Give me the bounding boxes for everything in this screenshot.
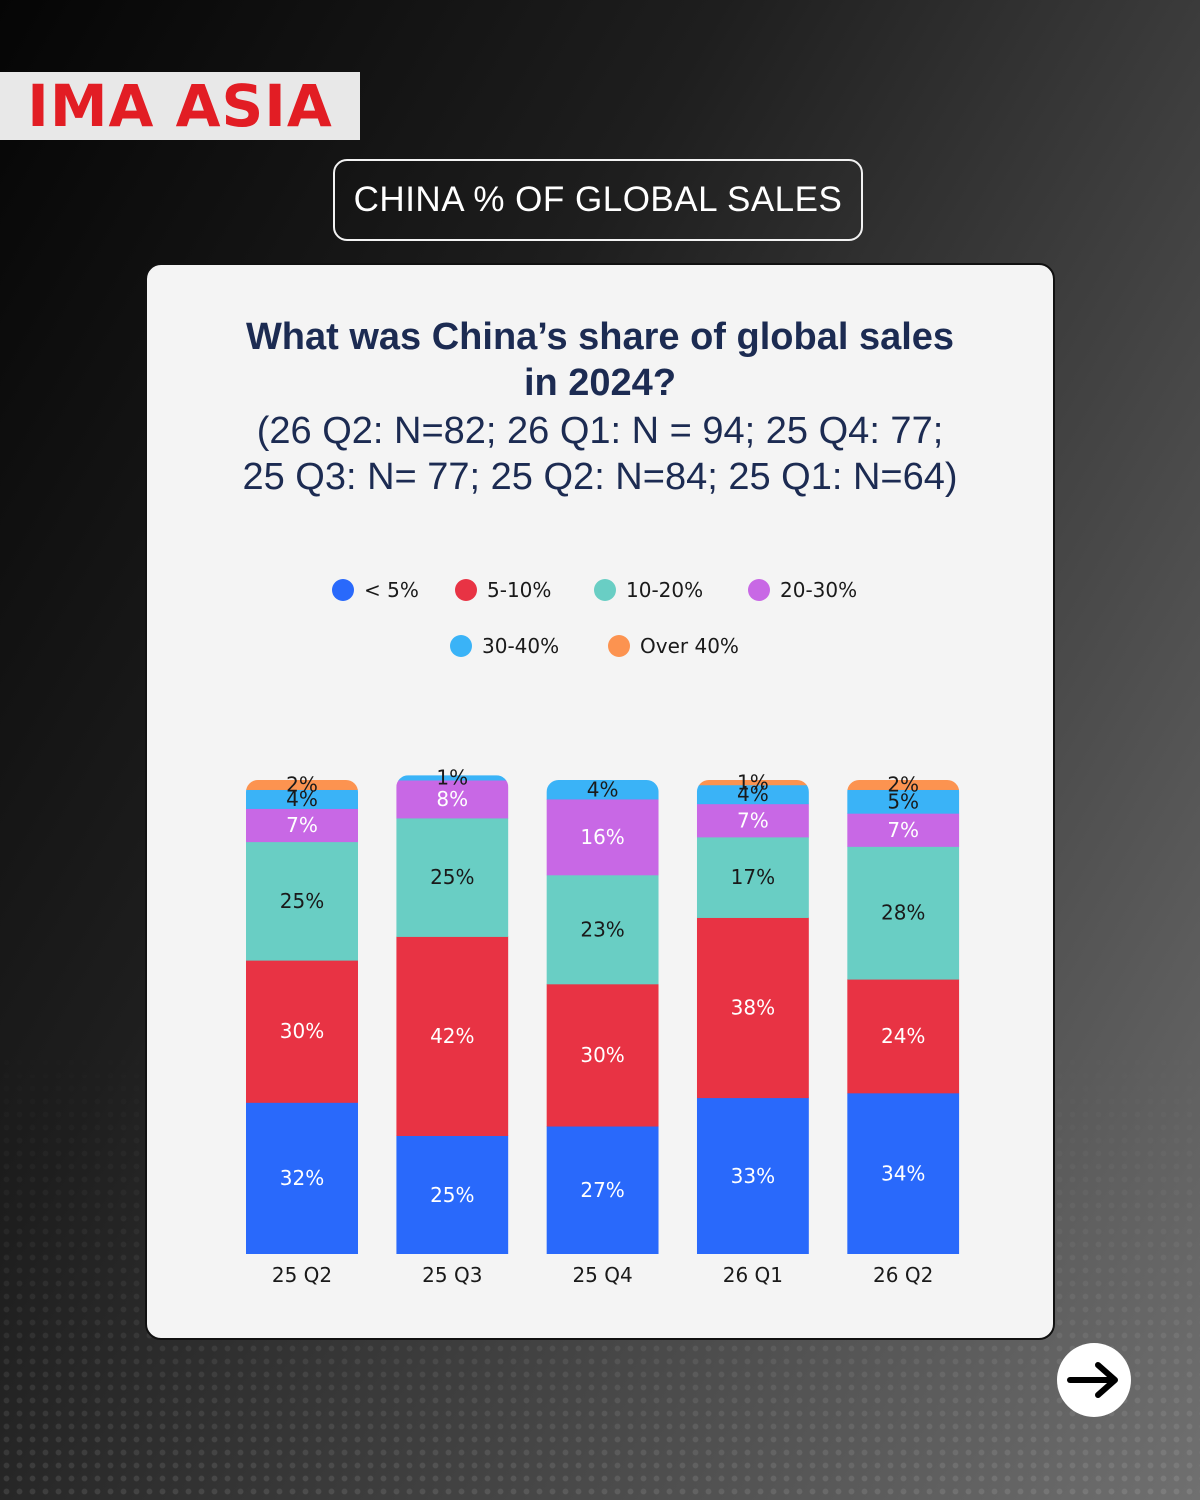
legend-item: 5-10% — [455, 578, 551, 602]
legend-label: 30-40% — [482, 634, 560, 658]
legend-item: Over 40% — [608, 634, 739, 658]
x-tick-label: 25 Q3 — [422, 1263, 482, 1287]
legend-swatch — [450, 635, 472, 657]
brand-logo-text: IMA ASIA — [27, 72, 333, 140]
data-label: 17% — [731, 865, 775, 889]
chart-title-line-1: What was China’s share of global sales — [245, 316, 955, 358]
legend-label: 10-20% — [626, 578, 704, 602]
bar-stack: 25% 42% 25% 8%1% 25 Q3 — [396, 766, 509, 1287]
bar-segment — [246, 960, 358, 1103]
bar-segment — [696, 1097, 809, 1254]
data-label: 1% — [436, 766, 468, 790]
data-label: 2% — [286, 773, 318, 797]
data-label: 33% — [731, 1164, 775, 1188]
data-label: 16% — [580, 825, 624, 849]
data-label: 27% — [580, 1178, 624, 1202]
bar-segment — [546, 874, 659, 985]
data-label: 30% — [580, 1043, 624, 1067]
x-tick-label: 25 Q4 — [572, 1263, 632, 1287]
legend-label: 20-30% — [780, 578, 858, 602]
arrow-right-icon — [1067, 1362, 1118, 1398]
legend-label: Over 40% — [640, 634, 739, 658]
bar-segment — [546, 780, 659, 800]
bar-segment — [246, 1102, 358, 1254]
bar-segment — [396, 1135, 509, 1254]
bar-segment — [696, 803, 809, 838]
bar-segment — [847, 846, 960, 980]
legend-swatch — [455, 579, 477, 601]
data-label: 25% — [280, 889, 324, 913]
data-label: 25% — [430, 865, 474, 889]
data-label: 1% — [737, 770, 769, 794]
data-label: 4% — [737, 782, 769, 806]
bar-stack: 32% 30% 25% 7%4%2% 25 Q2 — [246, 773, 358, 1287]
bar-segment — [396, 817, 509, 937]
chart-subtitle-line-2: 25 Q3: N= 77; 25 Q2: N=84; 25 Q1: N=64) — [242, 456, 958, 498]
data-label: 42% — [430, 1024, 474, 1048]
data-label: 5% — [887, 789, 919, 813]
legend-swatch — [594, 579, 616, 601]
bar-segment — [696, 780, 809, 786]
legend-label: 5-10% — [487, 578, 552, 602]
bar-segment — [696, 784, 809, 805]
data-label: 7% — [286, 813, 318, 837]
bar-segment — [696, 836, 809, 918]
data-label: 8% — [436, 787, 468, 811]
legend-swatch — [332, 579, 354, 601]
data-label: 2% — [887, 773, 919, 797]
data-label: 34% — [881, 1161, 925, 1185]
bar-segment — [246, 780, 358, 790]
chart-title-line-2: in 2024? — [523, 362, 677, 404]
chart-subtitle: (26 Q2: N=82; 26 Q1: N = 94; 25 Q4: 77; … — [0, 408, 1200, 500]
data-label: 28% — [881, 901, 925, 925]
bar-segment — [246, 841, 358, 961]
bar-segment — [847, 979, 960, 1094]
bar-stack: 34% 24% 28% 7% 5%2% 26 Q2 — [847, 773, 960, 1287]
x-tick-label: 26 Q2 — [873, 1263, 933, 1287]
data-label: 32% — [280, 1166, 324, 1190]
bar-segment — [847, 1092, 960, 1254]
data-label: 4% — [286, 787, 318, 811]
legend-swatch — [608, 635, 630, 657]
bar-stack: 27% 30% 23% 16% 4% 25 Q4 — [546, 777, 659, 1287]
bar-segment — [546, 983, 659, 1127]
bar-segment — [847, 813, 960, 847]
chart-title: What was China’s share of global sales i… — [0, 314, 1200, 406]
legend-label: < 5% — [364, 578, 419, 602]
bar-segment — [546, 1126, 659, 1254]
bar-segment — [696, 917, 809, 1099]
legend-item: 20-30% — [748, 578, 857, 602]
bar-segment — [396, 775, 509, 781]
section-header: CHINA % OF GLOBAL SALES — [333, 159, 863, 241]
x-tick-label: 26 Q1 — [723, 1263, 783, 1287]
bar-segment — [246, 808, 358, 843]
next-button[interactable] — [1057, 1343, 1131, 1417]
bar-segment — [847, 789, 960, 814]
chart-subtitle-line-1: (26 Q2: N=82; 26 Q1: N = 94; 25 Q4: 77; — [256, 410, 944, 452]
bar-segment — [396, 936, 509, 1136]
data-label: 7% — [887, 818, 919, 842]
bar-segment — [246, 789, 358, 809]
legend-item: 10-20% — [594, 578, 703, 602]
data-label: 4% — [587, 777, 619, 801]
bar-segment — [546, 798, 659, 876]
legend-item: 30-40% — [450, 634, 559, 658]
legend-item: < 5% — [332, 578, 419, 602]
brand-logo: IMA ASIA — [0, 72, 360, 140]
data-label: 30% — [280, 1019, 324, 1043]
data-label: 38% — [731, 996, 775, 1020]
bar-segment — [847, 780, 960, 790]
data-label: 24% — [881, 1024, 925, 1048]
bar-stack: 33% 38% 17% 7%4%1% 26 Q1 — [696, 770, 809, 1287]
data-label: 23% — [580, 917, 624, 941]
legend-swatch — [748, 579, 770, 601]
bar-segment — [396, 780, 509, 819]
data-label: 25% — [430, 1183, 474, 1207]
data-label: 7% — [737, 808, 769, 832]
x-tick-label: 25 Q2 — [272, 1263, 332, 1287]
